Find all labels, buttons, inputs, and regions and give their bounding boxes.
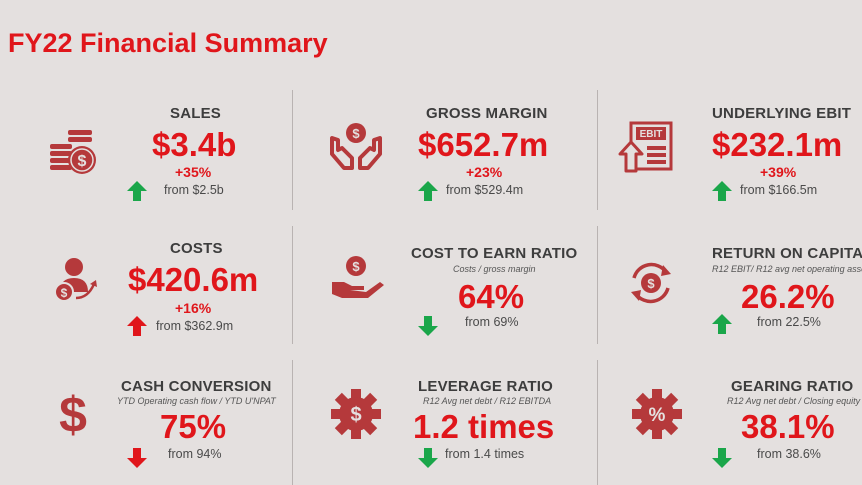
arrow-up-icon [127,181,147,201]
gear-percent-icon: % [632,389,682,439]
metric-subtitle: R12 Avg net debt / R12 EBITDA [423,396,552,406]
svg-text:$: $ [61,286,68,300]
metric-from: from $529.4m [446,183,524,197]
metric-from: from 69% [465,315,519,329]
metric-subtitle: R12 EBIT/ R12 avg net operating asse [712,264,862,274]
metric-from: from 1.4 times [445,447,525,461]
metric-value: 1.2 times [413,408,555,445]
hand-dollar-icon: $ [332,256,384,298]
metric-from: from 94% [168,447,222,461]
metric-from: from 38.6% [757,447,821,461]
metric-from: from $362.9m [156,319,234,333]
metric-value: $3.4b [152,126,237,163]
svg-text:$: $ [59,388,87,438]
metric-change: +23% [466,164,503,180]
metric-value: $232.1m [712,126,843,163]
metric-value: $420.6m [128,261,259,298]
ebit-document-icon: EBIT [618,121,673,173]
svg-text:$: $ [352,126,360,141]
divider [597,90,598,210]
metric-label: GEARING RATIO [731,378,854,395]
metric-label: RETURN ON CAPITAL [712,245,862,262]
arrow-up-icon [127,316,147,336]
metric-change: +35% [175,164,212,180]
gear-dollar-icon: $ [331,389,381,439]
metric-value: 75% [160,408,227,445]
svg-text:$: $ [352,259,360,274]
metric-value: 38.1% [741,408,835,445]
arrow-down-icon [127,448,147,468]
metric-label: COSTS [170,240,223,257]
metric-value: $652.7m [418,126,549,163]
divider [292,360,293,485]
metric-subtitle: Costs / gross margin [453,264,536,274]
metric-label: LEVERAGE RATIO [418,378,554,395]
dollar-sign-icon: $ [59,388,87,438]
arrow-up-icon [712,181,732,201]
svg-text:$: $ [350,404,361,426]
svg-text:$: $ [78,153,87,170]
arrow-down-icon [418,448,438,468]
divider [597,226,598,344]
divider [292,90,293,210]
page-title: FY22 Financial Summary [8,28,328,58]
svg-text:$: $ [647,276,655,291]
metric-label: SALES [170,105,222,122]
metric-value: 64% [458,278,525,315]
metric-subtitle: R12 Avg net debt / Closing equity [727,396,861,406]
metric-from: from 22.5% [757,315,821,329]
arrow-up-icon [712,314,732,334]
arrow-up-icon [418,181,438,201]
metric-label: CASH CONVERSION [121,378,272,395]
metric-label: UNDERLYING EBIT [712,105,852,122]
metric-from: from $166.5m [740,183,818,197]
hands-holding-dollar-icon: $ [330,123,382,170]
metric-from: from $2.5b [164,183,224,197]
metric-change: +39% [760,164,797,180]
metric-label: COST TO EARN RATIO [411,245,578,262]
arrow-down-icon [712,448,732,468]
metric-change: +16% [175,300,212,316]
divider [597,360,598,485]
metric-subtitle: YTD Operating cash flow / YTD U'NPAT [117,396,276,406]
coins-stack-dollar-icon: $ [50,130,96,174]
divider [292,226,293,344]
arrow-down-icon [418,316,438,336]
metric-label: GROSS MARGIN [426,105,548,122]
svg-text:%: % [649,405,666,426]
svg-text:EBIT: EBIT [640,129,663,140]
metric-value: 26.2% [741,278,835,315]
circular-arrows-dollar-icon: $ [631,262,671,304]
person-dollar-icon: $ [54,258,97,302]
